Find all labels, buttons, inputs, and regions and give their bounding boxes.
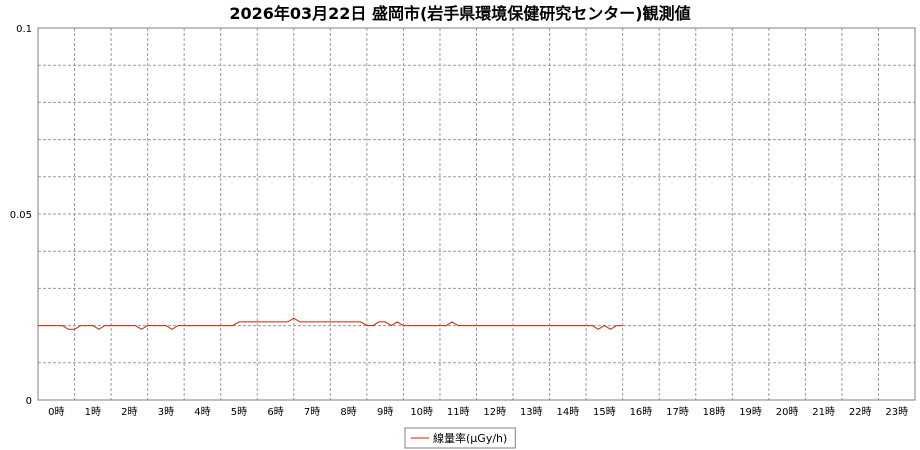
y-tick-label: 0 <box>26 396 32 407</box>
x-tick-label: 0時 <box>48 406 64 418</box>
x-tick-label: 15時 <box>593 406 616 418</box>
legend-label: 線量率(μGy/h) <box>433 431 507 445</box>
x-tick-label: 23時 <box>885 406 908 418</box>
x-tick-label: 3時 <box>158 406 174 418</box>
x-tick-label: 1時 <box>85 406 101 418</box>
x-tick-label: 6時 <box>267 406 283 418</box>
x-tick-label: 9時 <box>377 406 393 418</box>
x-tick-label: 11時 <box>447 406 470 418</box>
x-tick-label: 16時 <box>630 406 653 418</box>
y-tick-label: 0.05 <box>10 210 32 221</box>
x-tick-label: 20時 <box>776 406 799 418</box>
x-tick-label: 17時 <box>666 406 689 418</box>
x-tick-label: 8時 <box>340 406 356 418</box>
chart-title: 2026年03月22日 盛岡市(岩手県環境保健研究センター)観測値 <box>229 4 690 23</box>
x-tick-label: 13時 <box>520 406 543 418</box>
x-tick-label: 10時 <box>410 406 433 418</box>
y-axis-ticks: 0 0.05 0.1 <box>10 24 32 407</box>
x-tick-label: 5時 <box>231 406 247 418</box>
grid-layer <box>38 28 915 400</box>
x-tick-label: 19時 <box>739 406 762 418</box>
y-tick-label: 0.1 <box>16 24 32 35</box>
series-layer <box>38 317 623 330</box>
x-tick-label: 14時 <box>556 406 579 418</box>
x-axis-ticks: 0時 1時 2時 3時 4時 5時 6時 7時 8時 9時 10時 11時 12時 13時 14時 15時 16… <box>48 406 908 418</box>
x-tick-label: 2時 <box>121 406 137 418</box>
x-tick-label: 18時 <box>703 406 726 418</box>
series-line <box>38 317 623 330</box>
legend-box <box>404 427 516 449</box>
x-tick-label: 21時 <box>812 406 835 418</box>
x-tick-label: 12時 <box>483 406 506 418</box>
legend: 線量率(μGy/h) <box>404 427 516 449</box>
x-tick-label: 22時 <box>849 406 872 418</box>
x-tick-label: 7時 <box>304 406 320 418</box>
x-tick-label: 4時 <box>194 406 210 418</box>
plot-area-border <box>37 27 916 401</box>
